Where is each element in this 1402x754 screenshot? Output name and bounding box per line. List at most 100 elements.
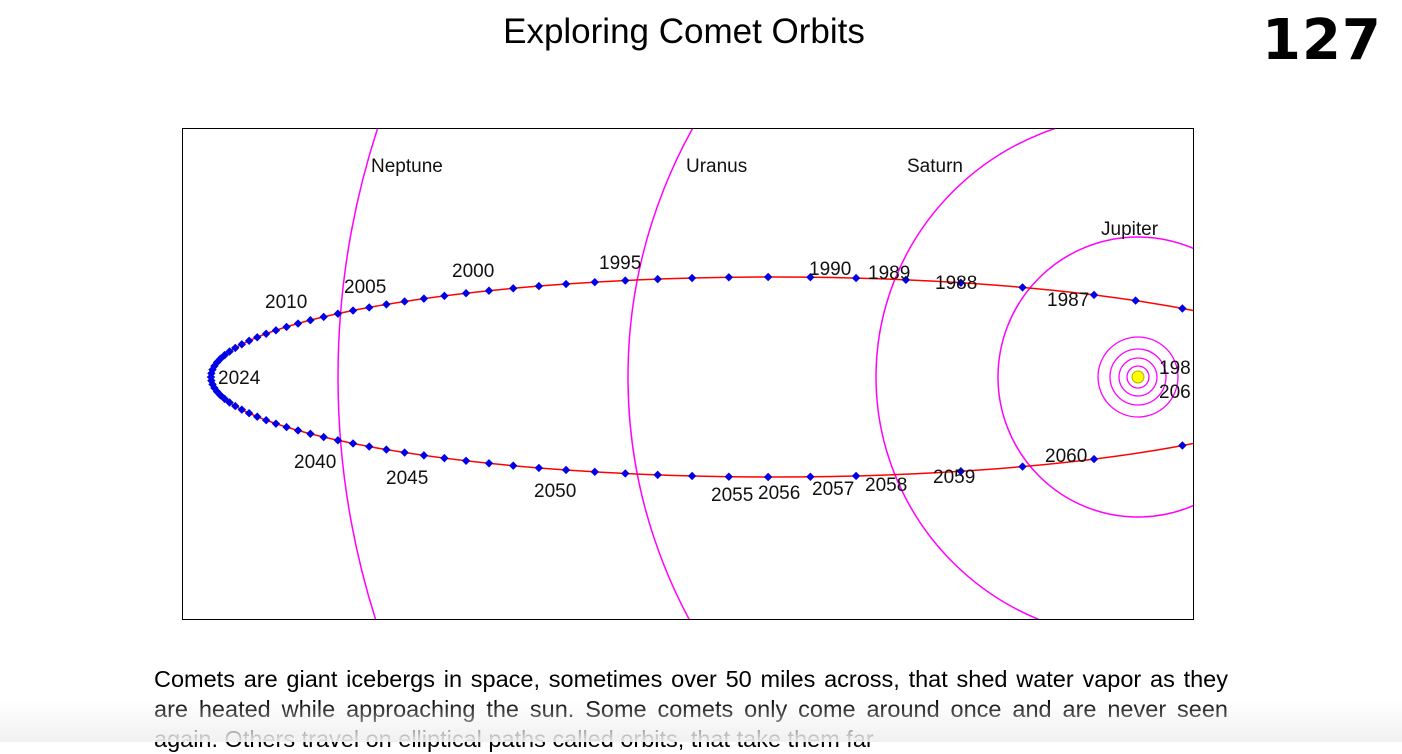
orbit-marker [621, 469, 630, 478]
orbit-marker [208, 380, 217, 389]
orbit-marker [956, 467, 966, 476]
orbit-marker [225, 347, 234, 356]
orbit-marker [621, 276, 630, 285]
page-number: 127 [1262, 8, 1382, 73]
orbit-marker [509, 284, 518, 293]
orbit-marker [419, 451, 429, 460]
year-label-1990: 1990 [809, 259, 851, 280]
page-title: Exploring Comet Orbits [503, 12, 865, 51]
orbit-marker [561, 465, 571, 475]
comet-orbit-figure: Neptune Uranus Saturn Jupiter 2010 2005 … [182, 128, 1194, 620]
orbit-marker [282, 422, 291, 432]
orbit-marker [216, 391, 225, 400]
orbit-marker [1131, 296, 1140, 305]
orbit-marker [400, 448, 409, 457]
orbit-marker [419, 294, 429, 303]
orbit-marker [261, 416, 271, 425]
orbit-marker [590, 467, 600, 477]
orbit-marker [687, 273, 697, 283]
year-label-198: 198 [1159, 358, 1191, 379]
uranus-orbit [627, 129, 694, 619]
year-label-2055: 2055 [711, 485, 753, 506]
orbit-marker [901, 275, 911, 285]
orbit-marker [271, 326, 281, 335]
orbit-marker [956, 278, 966, 287]
year-label-1989: 1989 [868, 263, 910, 284]
year-label-206: 206 [1159, 382, 1191, 403]
planet-orbits [337, 129, 1193, 619]
orbit-marker [212, 387, 222, 396]
orbit-marker [1018, 283, 1027, 292]
orbit-marker [225, 398, 234, 407]
year-label-2057: 2057 [812, 479, 854, 500]
orbit-marker [231, 401, 240, 411]
year-label-1995: 1995 [599, 253, 641, 274]
year-label-2040: 2040 [294, 452, 336, 473]
orbit-marker [590, 277, 600, 287]
orbit-marker [763, 472, 773, 482]
orbit-marker [210, 383, 219, 393]
year-label-2059: 2059 [933, 467, 975, 488]
orbit-marker [319, 312, 328, 322]
uranus-label: Uranus [686, 156, 747, 177]
orbit-marker [724, 273, 734, 282]
orbit-marker [1018, 462, 1027, 471]
year-label-1988: 1988 [935, 273, 977, 294]
orbit-marker [763, 272, 773, 282]
inner-orbit-4 [1097, 336, 1179, 418]
orbit-marker [382, 300, 391, 309]
orbit-marker [687, 471, 697, 481]
orbit-marker [534, 463, 544, 473]
orbit-marker [724, 472, 734, 481]
inner-orbit-3 [1109, 348, 1167, 406]
year-label-2045: 2045 [386, 468, 428, 489]
orbit-marker [244, 336, 254, 345]
orbit-marker [365, 442, 374, 451]
orbit-marker [484, 286, 494, 295]
orbit-marker [293, 426, 303, 435]
year-label-2000: 2000 [452, 261, 494, 282]
orbit-marker [806, 472, 815, 481]
orbit-marker [306, 429, 315, 438]
neptune-label: Neptune [371, 156, 443, 177]
orbit-marker [653, 274, 662, 284]
orbit-marker [237, 405, 247, 414]
jupiter-label: Jupiter [1101, 219, 1159, 240]
year-label-2050: 2050 [534, 481, 576, 502]
orbit-marker [220, 350, 229, 360]
orbit-marker [348, 306, 358, 315]
orbit-marker [1089, 290, 1099, 300]
orbit-marker [1178, 441, 1187, 450]
orbit-marker [271, 419, 281, 428]
inner-orbit-2 [1118, 357, 1158, 397]
orbit-marker [509, 461, 518, 470]
year-label-2056: 2056 [758, 483, 800, 504]
saturn-orbit [875, 129, 1056, 619]
orbit-marker [261, 329, 271, 338]
orbit-marker [319, 432, 328, 442]
orbit-marker [237, 340, 247, 349]
year-label-2005: 2005 [344, 277, 386, 298]
neptune-orbit [337, 129, 379, 619]
orbit-marker [306, 316, 315, 325]
orbit-marker [440, 453, 449, 463]
orbit-marker [216, 354, 225, 363]
orbit-marker [293, 319, 303, 328]
orbit-diagram: Neptune Uranus Saturn Jupiter 2010 2005 … [206, 129, 1193, 619]
year-label-2060: 2060 [1045, 446, 1087, 467]
orbit-marker [1178, 304, 1187, 313]
orbit-marker [212, 358, 222, 367]
orbit-marker [534, 281, 544, 291]
inner-orbit-1 [1126, 365, 1150, 389]
orbit-marker [461, 289, 471, 298]
orbit-marker [653, 470, 662, 480]
year-label-2024: 2024 [218, 368, 261, 389]
orbit-marker [1089, 454, 1099, 464]
jupiter-orbit [997, 236, 1193, 518]
orbit-marker [484, 459, 494, 468]
orbit-marker [282, 322, 291, 332]
orbit-markers [206, 272, 1187, 482]
orbit-marker [400, 297, 409, 306]
orbit-marker [244, 409, 254, 418]
year-label-2010: 2010 [265, 292, 307, 313]
